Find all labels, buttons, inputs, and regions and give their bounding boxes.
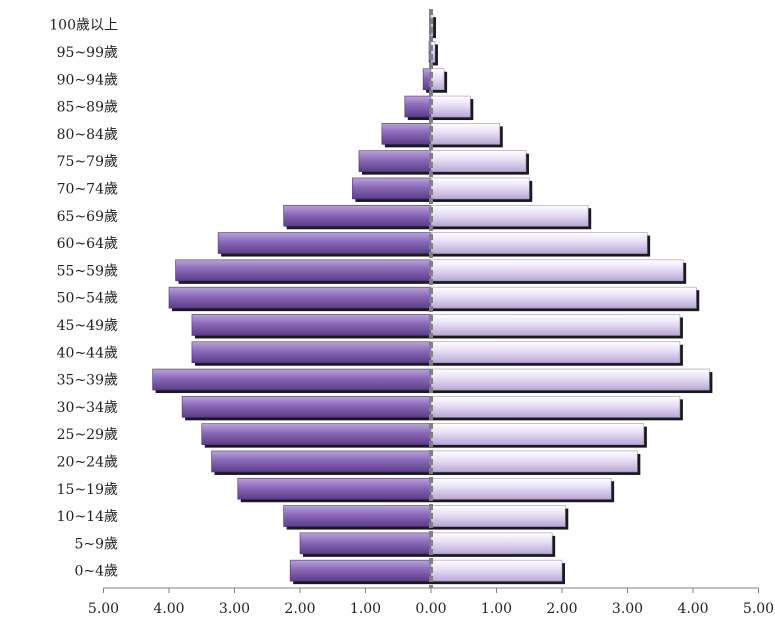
y-tick-label: 85~89歲: [57, 100, 118, 116]
right-bar-5: [430, 423, 645, 445]
right-bar-6: [430, 396, 681, 418]
left-bar-8: [191, 341, 432, 364]
x-tick-label: 0.00: [415, 601, 446, 617]
y-tick-label: 75~79歲: [57, 154, 118, 170]
right-bar-15: [430, 150, 527, 172]
y-tick-label: 40~44歲: [57, 345, 118, 361]
y-tick-label: 0~4歲: [74, 564, 118, 580]
y-tick-label: 25~29歲: [57, 427, 118, 443]
y-tick-label: 5~9歲: [74, 536, 118, 552]
right-bar-14: [430, 177, 530, 200]
bar-shadow: [432, 17, 434, 39]
y-tick-label: 35~39歲: [57, 373, 118, 389]
right-bar-4: [430, 450, 638, 473]
x-tick-label: 2.00: [546, 601, 577, 617]
right-bar-1: [430, 532, 553, 555]
right-bar-8: [430, 341, 681, 364]
y-tick-label: 95~99歲: [57, 45, 118, 61]
y-tick-label: 60~64歲: [57, 236, 118, 252]
x-axis: 5.00 4.00 3.00 2.00 1.00 0.00 1.00 2.00 3.00 4.00…: [88, 587, 774, 617]
y-tick-label: 30~34歲: [57, 400, 118, 416]
y-tick-label: 45~49歲: [57, 318, 118, 334]
left-bar-9: [191, 314, 432, 336]
y-tick-label: 90~94歲: [57, 72, 118, 88]
y-tick-label: 20~24歲: [57, 454, 118, 470]
x-tick-label: 1.00: [481, 601, 512, 617]
left-bar-17: [404, 95, 432, 118]
bar-shadow: [434, 17, 436, 39]
x-tick-label: 5.00: [88, 601, 119, 617]
right-bar-7: [430, 368, 710, 391]
left-bar-2: [283, 505, 432, 527]
left-bar-11: [175, 259, 432, 282]
bar-shadow: [434, 44, 438, 66]
y-tick-label: 55~59歲: [57, 263, 118, 279]
bars-layer: [152, 13, 713, 585]
right-bar-18: [430, 68, 445, 91]
y-tick-label: 10~14歲: [57, 509, 118, 525]
right-bar-13: [430, 204, 589, 227]
left-bar-12: [217, 232, 432, 254]
right-bar-0: [430, 559, 563, 582]
x-tick-label: 3.00: [219, 601, 250, 617]
right-bar-12: [430, 232, 648, 254]
x-tick-label: 3.00: [612, 601, 643, 617]
y-tick-label: 70~74歲: [57, 181, 118, 197]
right-bar-11: [430, 259, 684, 282]
y-axis-labels: 0~4歲 5~9歲 10~14歲 15~19歲 20~24歲 25~29歲 30~34歲 35…: [49, 18, 118, 580]
y-tick-label: 100歲以上: [49, 18, 118, 34]
x-tick-label: 4.00: [153, 601, 184, 617]
left-bar-5: [201, 423, 432, 445]
y-tick-label: 80~84歲: [57, 127, 118, 143]
x-tick-label: 1.00: [350, 601, 381, 617]
left-bar-6: [181, 396, 432, 418]
left-bar-15: [358, 150, 432, 172]
y-tick-label: 65~69歲: [57, 209, 118, 225]
left-bar-1: [299, 532, 432, 555]
right-bar-17: [430, 95, 471, 118]
left-bar-7: [152, 368, 432, 391]
left-bar-0: [289, 559, 432, 582]
x-tick-label: 2.00: [284, 601, 315, 617]
right-bar-2: [430, 505, 566, 527]
left-bar-10: [168, 286, 432, 309]
left-bar-3: [237, 477, 432, 500]
y-tick-label: 15~19歲: [57, 482, 118, 498]
y-tick-label: 50~54歲: [57, 291, 118, 307]
right-bar-9: [430, 314, 681, 336]
left-bar-16: [381, 123, 432, 145]
x-tick-label: 5.00: [743, 601, 774, 617]
left-bar-14: [352, 177, 432, 200]
right-bar-3: [430, 477, 612, 500]
left-bar-13: [283, 204, 432, 227]
right-bar-16: [430, 123, 501, 145]
left-bar-4: [211, 450, 432, 473]
x-tick-label: 4.00: [677, 601, 708, 617]
right-bar-10: [430, 286, 697, 309]
